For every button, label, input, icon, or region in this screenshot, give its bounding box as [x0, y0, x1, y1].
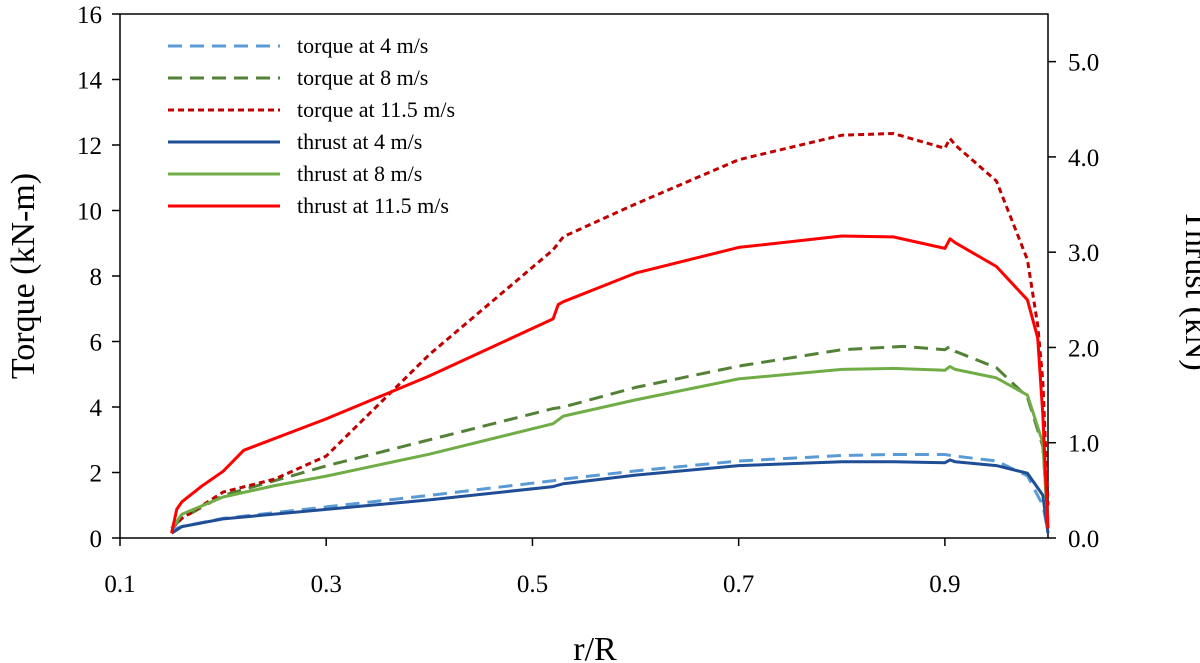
x-tick-label: 0.5 — [517, 571, 548, 598]
right-y-tick-label: 0.0 — [1068, 526, 1099, 553]
series-lines — [170, 132, 1050, 535]
legend-label-2: torque at 11.5 m/s — [297, 97, 455, 122]
series-line-2 — [170, 132, 1050, 530]
series-line-4 — [170, 365, 1050, 530]
x-tick-label: 0.3 — [311, 571, 342, 598]
series-line-3 — [170, 458, 1050, 535]
legend: torque at 4 m/s torque at 8 m/s torque at … — [168, 33, 455, 218]
right-y-tick-label: 1.0 — [1068, 431, 1099, 458]
left-y-tick-label: 12 — [77, 133, 102, 160]
left-y-tick-label: 14 — [77, 68, 103, 95]
right-y-tick-label: 2.0 — [1068, 335, 1099, 362]
left-y-tick-label: 6 — [90, 330, 103, 357]
left-y-tick-label: 0 — [90, 526, 103, 553]
right-y-tick-label: 4.0 — [1068, 145, 1099, 172]
left-y-tick-label: 4 — [90, 395, 103, 422]
series-line-1 — [170, 344, 1050, 530]
left-y-tick-label: 16 — [77, 2, 102, 29]
right-y-tick-label: 5.0 — [1068, 50, 1099, 77]
plot-area — [119, 13, 1049, 539]
right-y-tick-label: 3.0 — [1068, 240, 1099, 267]
left-y-axis-title: Torque (kN-m) — [5, 173, 42, 379]
legend-label-3: thrust at 4 m/s — [297, 129, 422, 154]
x-tick-label: 0.9 — [929, 571, 960, 598]
x-axis: 0.1 0.3 0.5 0.7 0.9 — [104, 538, 961, 598]
legend-label-1: torque at 8 m/s — [297, 65, 428, 90]
left-y-tick-label: 2 — [90, 461, 103, 488]
x-tick-label: 0.1 — [104, 571, 135, 598]
right-y-axis: 0.0 1.0 2.0 3.0 4.0 5.0 — [1048, 50, 1099, 553]
series-line-0 — [171, 453, 1050, 532]
x-tick-label: 0.7 — [723, 571, 754, 598]
left-y-axis: 0 2 4 6 8 10 12 14 16 — [77, 2, 120, 553]
legend-label-5: thrust at 11.5 m/s — [297, 193, 449, 218]
left-y-tick-label: 8 — [90, 264, 103, 291]
series-line-5 — [170, 234, 1050, 534]
right-y-axis-title: Thrust (kN) — [1178, 209, 1200, 370]
legend-label-4: thrust at 8 m/s — [297, 161, 422, 186]
x-axis-title: r/R — [573, 631, 617, 663]
left-y-tick-label: 10 — [77, 199, 102, 226]
legend-label-0: torque at 4 m/s — [297, 33, 428, 58]
